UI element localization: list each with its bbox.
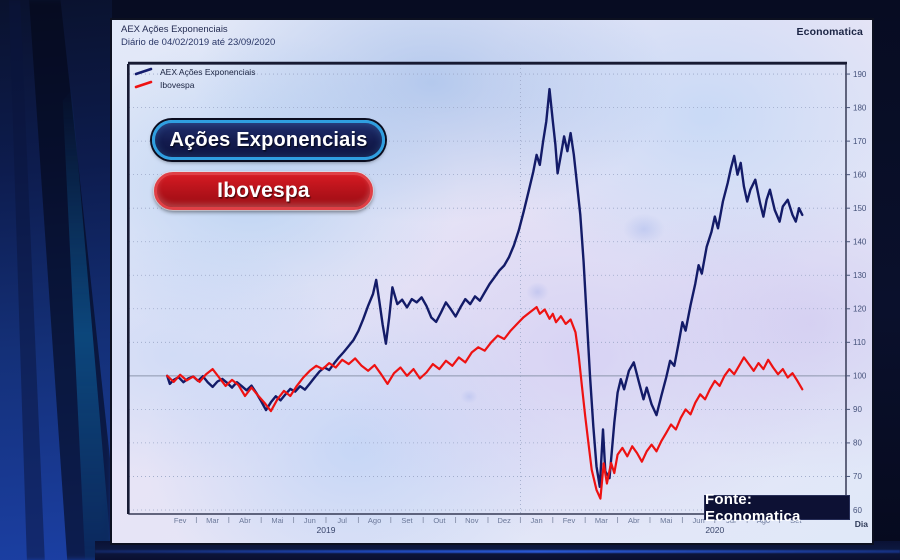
series-line-ibovespa [166, 306, 804, 500]
y-tick-label: 150 [853, 204, 867, 213]
legend-line-swatch [134, 80, 153, 89]
y-tick-label: 170 [853, 137, 867, 146]
price-chart: 190 180 170 160 150 140 130 120 110 100 90 80 70 60 Fe… [127, 61, 868, 535]
x-tick-label: Set [790, 516, 802, 525]
year-label: 2019 [317, 525, 336, 535]
x-tick-label: Mai [271, 516, 283, 525]
x-tick-label: Jul [337, 516, 347, 525]
chart-title: AEX Ações Exponenciais [121, 24, 228, 35]
year-label: 2020 [705, 525, 724, 535]
x-tick-label: Mar [206, 516, 219, 525]
x-tick-label: Set [401, 516, 413, 525]
y-tick-label: 130 [853, 271, 867, 280]
series-lines [166, 87, 804, 500]
chart-header: AEX Ações Exponenciais Diário de 04/02/2… [121, 23, 275, 49]
x-tick-label: Jun [693, 516, 705, 525]
studio-backdrop [0, 0, 112, 560]
x-tick-label: Jul [726, 516, 736, 525]
x-tick-label: Jan [531, 516, 543, 525]
y-tick-label: 60 [853, 506, 862, 515]
x-axis-unit-label: Dia [855, 519, 869, 529]
y-tick-label: 180 [853, 103, 867, 112]
y-tick-label: 140 [853, 238, 867, 247]
x-tick-label: Jun [304, 516, 316, 525]
legend-line-swatch [134, 67, 153, 76]
ibovespa-button[interactable]: Ibovespa [154, 172, 373, 210]
floor-glow-line [95, 550, 900, 553]
chart-window: AEX Ações Exponenciais Diário de 04/02/2… [110, 18, 874, 545]
x-tick-label: Dez [498, 516, 512, 525]
x-tick-label: Out [433, 516, 446, 525]
series-line-aex-a-es-exponenciais [166, 87, 804, 488]
x-tick-label: Fev [174, 516, 187, 525]
axes [127, 61, 850, 523]
chart-legend: AEX Ações Exponenciais Ibovespa [134, 65, 255, 91]
gridlines [129, 64, 846, 514]
x-tick-label: Fev [563, 516, 576, 525]
y-tick-label: 90 [853, 405, 862, 414]
axis-labels: 190 180 170 160 150 140 130 120 110 100 90 80 70 60 Fe… [174, 70, 868, 535]
brand-label: Economatica [796, 26, 863, 38]
x-tick-label: Nov [465, 516, 479, 525]
x-tick-label: Ago [368, 516, 381, 525]
acoes-exponenciais-button-label: Ações Exponenciais [169, 128, 368, 151]
x-tick-label: Abr [239, 516, 251, 525]
x-tick-label: Mai [660, 516, 672, 525]
studio-floor [95, 541, 900, 560]
x-tick-label: Mar [595, 516, 608, 525]
x-tick-label: Abr [628, 516, 640, 525]
x-tick-label: Ago [757, 516, 770, 525]
legend-item: Ibovespa [134, 78, 255, 91]
legend-item: AEX Ações Exponenciais [134, 65, 255, 78]
y-tick-label: 70 [853, 472, 862, 481]
y-tick-label: 160 [853, 170, 867, 179]
legend-item-label: AEX Ações Exponenciais [160, 66, 256, 77]
source-badge: Fonte: Economatica [704, 491, 850, 525]
y-tick-label: 100 [853, 372, 867, 381]
ibovespa-button-label: Ibovespa [217, 179, 310, 202]
legend-item-label: Ibovespa [160, 79, 195, 90]
y-tick-label: 120 [853, 305, 867, 314]
y-tick-label: 190 [853, 70, 867, 79]
acoes-exponenciais-button[interactable]: Ações Exponenciais [152, 120, 385, 160]
y-tick-label: 80 [853, 439, 862, 448]
source-badge-label: Fonte: Economatica [705, 490, 801, 525]
y-tick-label: 110 [853, 338, 866, 347]
chart-subtitle: Diário de 04/02/2019 até 23/09/2020 [121, 37, 276, 48]
